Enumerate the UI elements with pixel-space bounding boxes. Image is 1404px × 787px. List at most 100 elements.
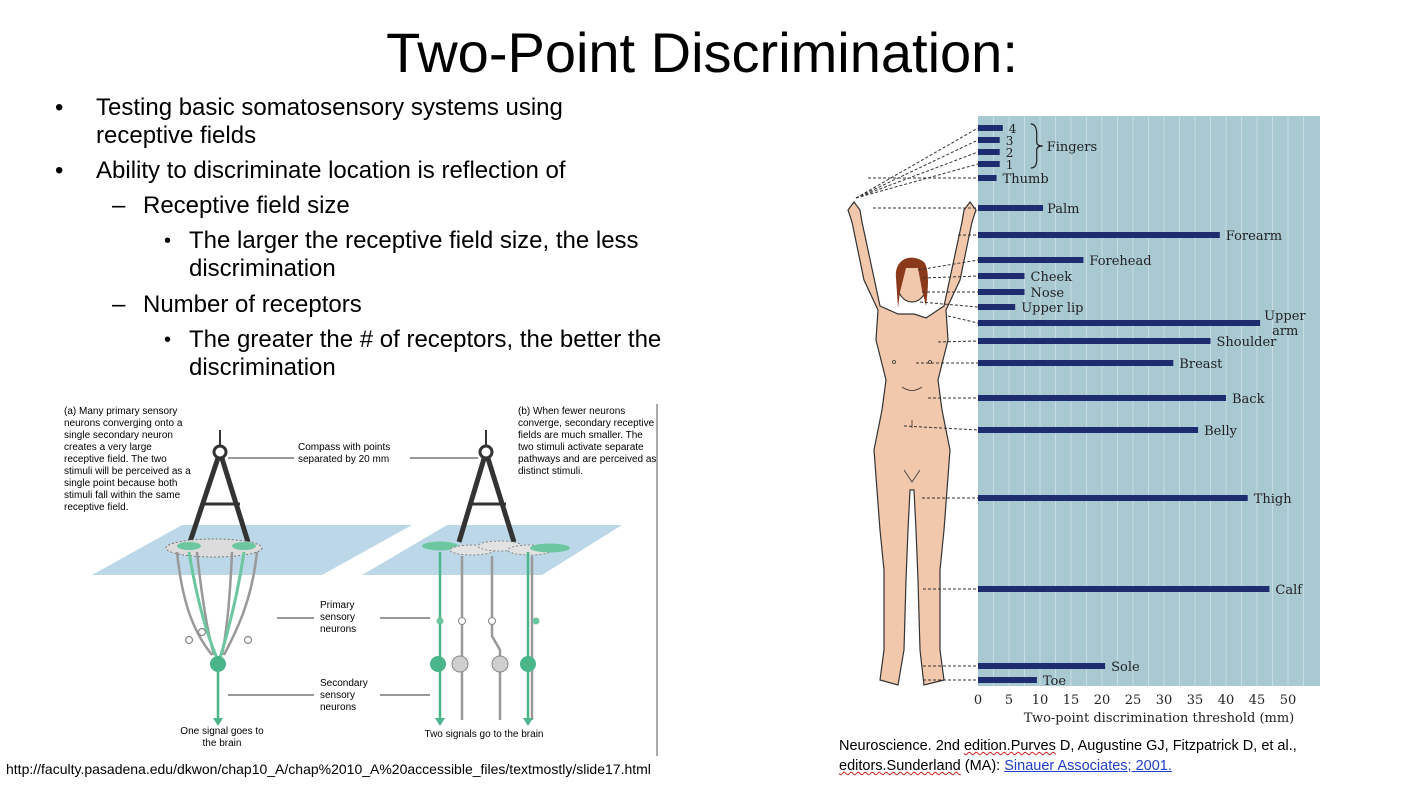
bar-label: Upper lip bbox=[1021, 301, 1083, 316]
bar bbox=[978, 273, 1025, 279]
bar bbox=[978, 137, 1000, 143]
bar-label-line: arm bbox=[1272, 324, 1298, 339]
leader-line bbox=[855, 127, 979, 199]
bar-label: Toe bbox=[1043, 674, 1066, 689]
publisher-link[interactable]: Sinauer Associates; 2001. bbox=[1004, 758, 1172, 774]
x-tick-label: 0 bbox=[974, 693, 982, 708]
two-point-chart: 4 3 2 1 Thumb Palm Forearm Forehead Cheek Nose Upp… bbox=[828, 110, 1324, 735]
bar-label: Calf bbox=[1275, 583, 1303, 598]
citation-text: editors.Sunderland bbox=[839, 758, 961, 774]
bar-label: Shoulder bbox=[1217, 335, 1278, 350]
leader-line bbox=[903, 425, 979, 431]
leader-line bbox=[922, 275, 979, 279]
bar bbox=[978, 677, 1037, 683]
bar bbox=[978, 205, 1044, 211]
bullet-text: Testing basic somatosensory systems usin… bbox=[96, 94, 563, 149]
bar bbox=[978, 320, 1261, 326]
chart-svg: 4321ThumbPalmForearmForeheadCheekNoseUpp… bbox=[847, 116, 1320, 726]
bar bbox=[978, 586, 1270, 592]
sub-bullet-item: – Receptive field size bbox=[112, 192, 672, 220]
x-tick-label: 5 bbox=[1005, 693, 1013, 708]
bullet-marker: • bbox=[164, 230, 172, 252]
secondary-neuron-a bbox=[210, 656, 226, 672]
slide-title: Two-Point Discrimination: bbox=[386, 21, 1018, 84]
panel-a-caption: (a) Many primary sensory neurons converg… bbox=[64, 406, 191, 513]
compass-a bbox=[187, 451, 251, 543]
bar-label: Belly bbox=[1204, 424, 1238, 439]
receptive-field-diagram: (a) Many primary sensory neurons converg… bbox=[62, 400, 662, 760]
leader-line bbox=[937, 340, 979, 343]
hair bbox=[895, 257, 928, 308]
leader-line bbox=[855, 151, 979, 199]
source-citation: Neuroscience. 2nd edition.Purves D, Augu… bbox=[839, 736, 1399, 776]
bullet-item: • Testing basic somatosensory systems us… bbox=[55, 94, 655, 150]
bar bbox=[978, 360, 1174, 366]
bar-label: Nose bbox=[1031, 286, 1065, 301]
bar bbox=[978, 663, 1106, 669]
bar bbox=[978, 395, 1226, 401]
primary-neurons-label: Primary sensory neurons bbox=[320, 600, 357, 635]
panel-b-caption: (b) When fewer neurons converge, seconda… bbox=[518, 406, 657, 477]
bullet-text: Number of receptors bbox=[143, 291, 362, 318]
body-details bbox=[892, 360, 932, 483]
fingers-brace bbox=[1030, 123, 1043, 169]
bar bbox=[978, 175, 997, 181]
bar-label: Back bbox=[1232, 392, 1265, 407]
bar bbox=[978, 232, 1220, 238]
sub-bullet-item: – Number of receptors bbox=[112, 291, 672, 319]
x-tick-label: 25 bbox=[1125, 693, 1142, 708]
bar bbox=[978, 427, 1199, 433]
bar-label: Forearm bbox=[1226, 229, 1282, 244]
receptive-fields-b bbox=[422, 540, 570, 556]
bullet-marker: • bbox=[164, 329, 172, 351]
bullet-text: The greater the # of receptors, the bett… bbox=[189, 326, 662, 381]
bar bbox=[978, 338, 1211, 344]
citation-text: (MA): bbox=[960, 758, 1005, 774]
bar-label: Breast bbox=[1179, 357, 1223, 372]
bar-label: Thumb bbox=[1003, 172, 1049, 187]
x-tick-label: 15 bbox=[1063, 693, 1080, 708]
bullet-marker: – bbox=[112, 291, 126, 318]
receptive-field-figure bbox=[92, 404, 658, 756]
bullet-text: Receptive field size bbox=[143, 192, 350, 219]
bar-label: Thigh bbox=[1254, 492, 1293, 507]
bar bbox=[978, 161, 1000, 167]
bar bbox=[978, 289, 1025, 295]
one-signal-label: One signal goes to the brain bbox=[180, 726, 264, 749]
bar-label: 1 bbox=[1006, 158, 1014, 172]
url-caption: http://faculty.pasadena.edu/dkwon/chap10… bbox=[6, 761, 651, 777]
leader-line bbox=[855, 163, 979, 199]
bar bbox=[978, 304, 1016, 310]
two-signals-label: Two signals go to the brain bbox=[424, 729, 544, 740]
citation-text: edition.Purves bbox=[963, 738, 1056, 754]
bar-label-line: Upper bbox=[1264, 309, 1306, 324]
bar bbox=[978, 257, 1084, 263]
sub-sub-bullet-item: • The larger the receptive field size, t… bbox=[164, 227, 684, 283]
bar-label: 4 bbox=[1009, 122, 1017, 136]
leader-line bbox=[947, 315, 979, 324]
x-tick-label: 10 bbox=[1032, 693, 1049, 708]
bar-label: 2 bbox=[1006, 146, 1014, 160]
bullet-marker: – bbox=[112, 192, 126, 219]
compass-b bbox=[456, 451, 517, 543]
compass-label: Compass with points separated by 20 mm bbox=[298, 442, 391, 465]
bullet-text: Ability to discriminate location is refl… bbox=[96, 157, 566, 184]
bullet-marker: • bbox=[55, 94, 64, 121]
bar-label: Upper arm bbox=[1264, 309, 1306, 339]
secondary-neuron-b1 bbox=[430, 656, 446, 672]
bar bbox=[978, 495, 1248, 501]
fingers-label: Fingers bbox=[1047, 140, 1097, 155]
bar-label: Forehead bbox=[1089, 254, 1151, 269]
x-tick-label: 30 bbox=[1156, 693, 1173, 708]
x-tick-label: 50 bbox=[1280, 693, 1297, 708]
x-tick-label: 40 bbox=[1218, 693, 1235, 708]
bar bbox=[978, 125, 1003, 131]
bullet-item: • Ability to discriminate location is re… bbox=[55, 157, 655, 185]
bullet-marker: • bbox=[55, 157, 64, 184]
x-tick-label: 35 bbox=[1187, 693, 1204, 708]
bar-label: Sole bbox=[1111, 660, 1140, 675]
sub-sub-bullet-item: • The greater the # of receptors, the be… bbox=[164, 326, 684, 382]
bullet-text: The larger the receptive field size, the… bbox=[189, 227, 639, 282]
bar-label: Cheek bbox=[1031, 270, 1073, 285]
citation-text: Neuroscience. 2nd bbox=[839, 738, 964, 754]
